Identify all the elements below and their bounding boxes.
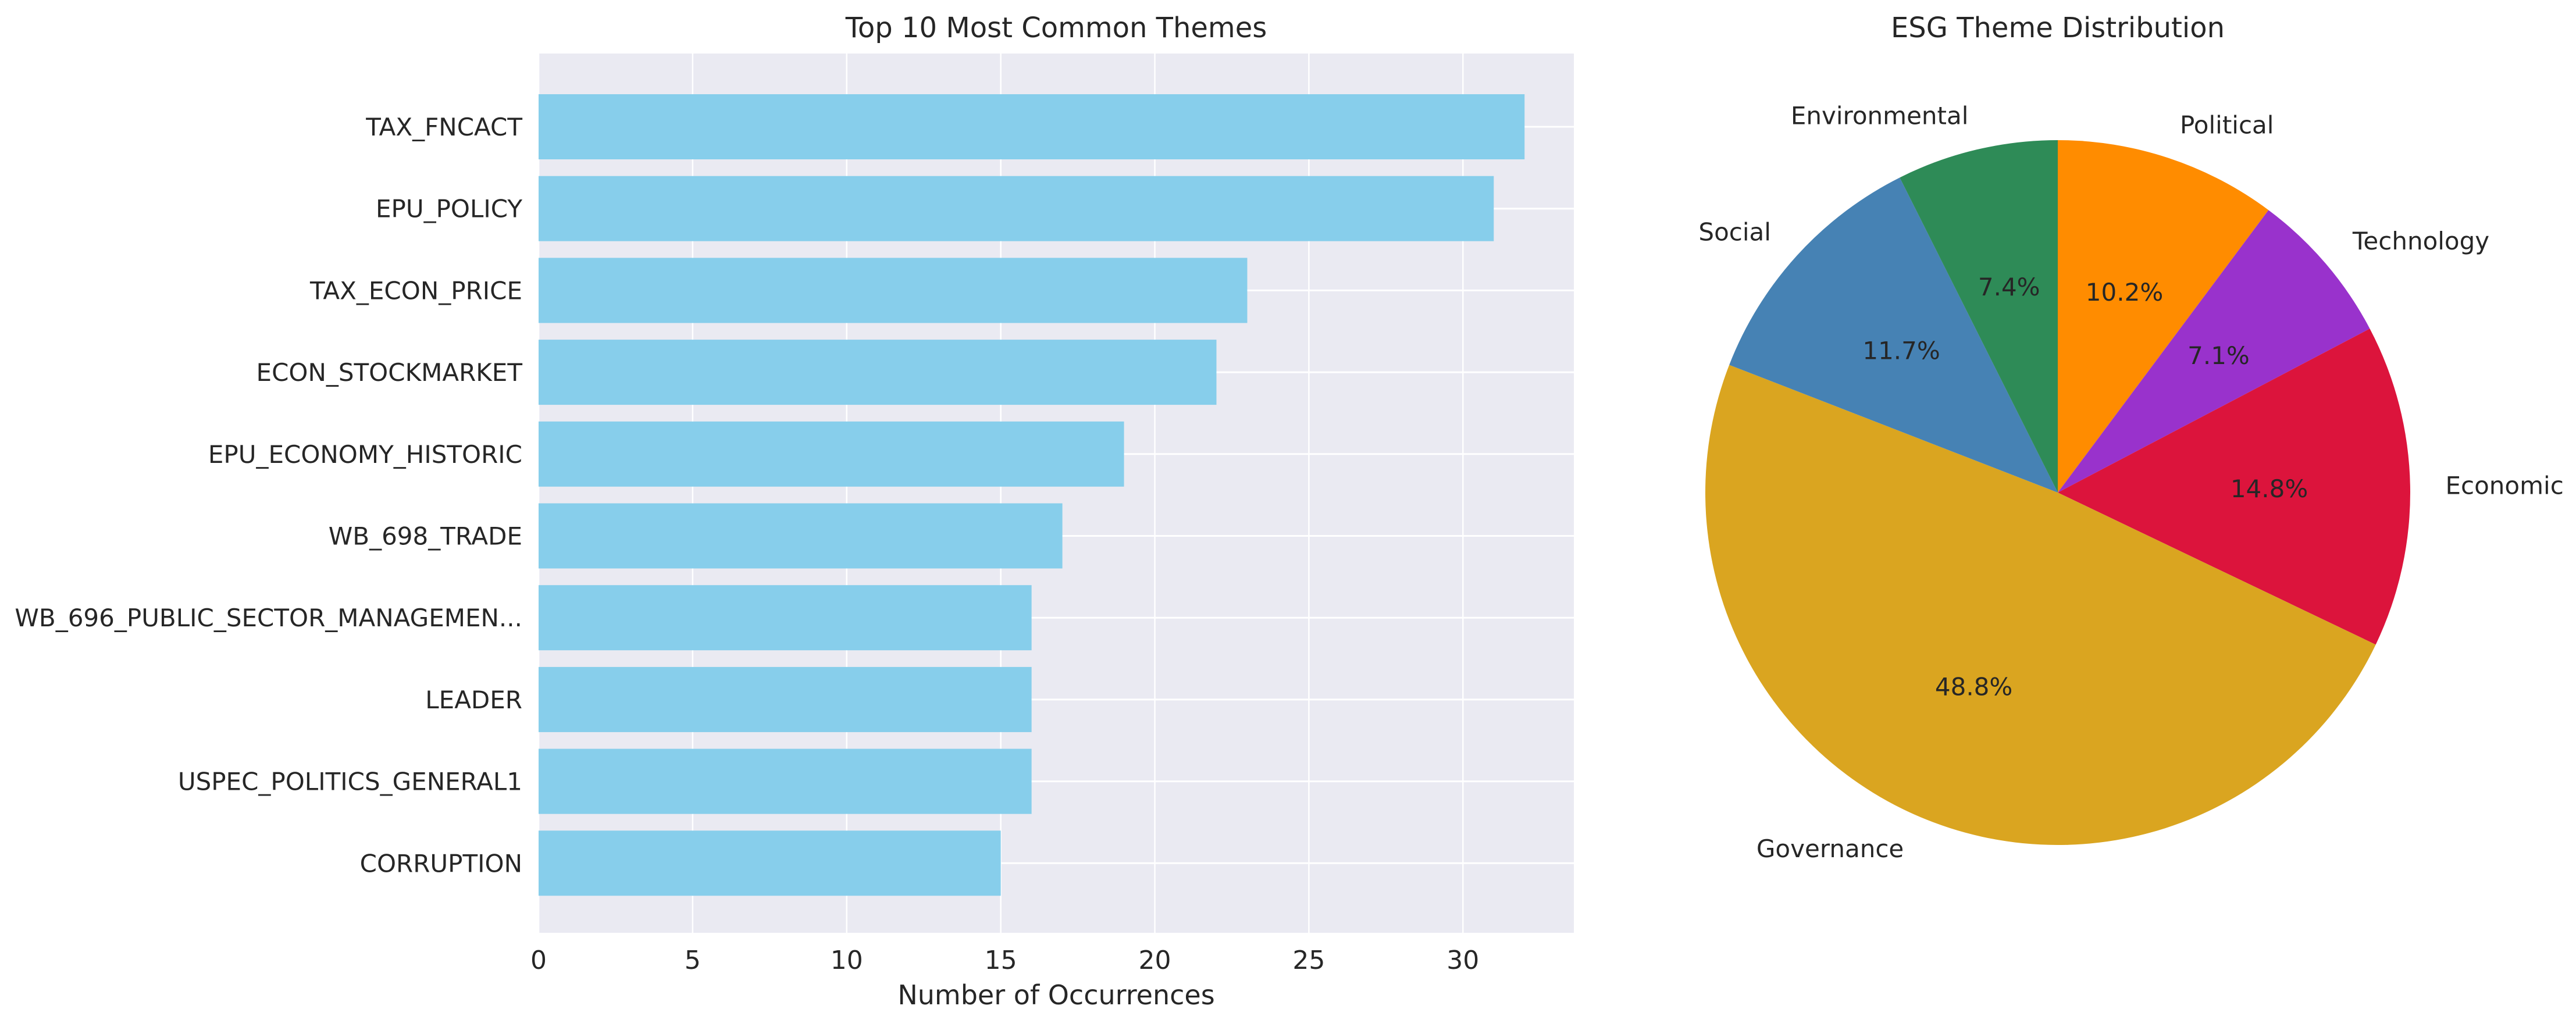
pie-percent-label: 14.8% <box>2231 475 2308 503</box>
pie-slice-label: Governance <box>1756 835 1904 863</box>
bar <box>539 748 1032 814</box>
bar-category-label: USPEC_POLITICS_GENERAL1 <box>178 768 522 796</box>
bar-x-tick-label: 0 <box>530 946 547 975</box>
pie-labels: Political 10.2% Technology 7.1% Economic 14.8… <box>1698 101 2563 862</box>
pie-slice-label: Political <box>2180 110 2274 139</box>
pie-slice <box>1705 365 2376 846</box>
bar-x-tick-labels: 0 5 10 15 20 25 30 <box>530 946 1479 975</box>
bar <box>539 421 1124 487</box>
bar-marks <box>539 94 1525 896</box>
bar-category-label: WB_696_PUBLIC_SECTOR_MANAGEMEN... <box>15 604 522 632</box>
bar <box>539 258 1248 323</box>
bar <box>539 176 1494 241</box>
bar-category-label: TAX_FNCACT <box>365 113 522 141</box>
bar-x-axis-label: Number of Occurrences <box>897 979 1214 1011</box>
bar-x-tick-label: 10 <box>831 946 863 975</box>
bar <box>539 503 1063 569</box>
bar-x-tick-label: 15 <box>985 946 1017 975</box>
bar <box>539 830 1001 896</box>
bar-category-label: EPU_ECONOMY_HISTORIC <box>208 440 522 469</box>
bar-category-label: CORRUPTION <box>360 849 522 878</box>
pie-percent-label: 7.1% <box>2187 341 2250 370</box>
pie-slice-label: Social <box>1698 217 1771 246</box>
pie-chart-panel: ESG Theme Distribution Political 10.2% Tec… <box>1698 12 2563 863</box>
pie-chart-title: ESG Theme Distribution <box>1891 12 2225 44</box>
bar-category-label: WB_698_TRADE <box>329 522 522 551</box>
pie-percent-label: 10.2% <box>2086 278 2163 306</box>
pie-slice-label: Technology <box>2352 227 2489 255</box>
pie-percent-label: 11.7% <box>1862 336 1940 365</box>
pie-slice-label: Environmental <box>1791 101 1969 130</box>
bar <box>539 94 1525 159</box>
pie-percent-label: 7.4% <box>1978 273 2040 301</box>
bar-category-label: EPU_POLICY <box>376 195 522 223</box>
pie-slice <box>1729 177 2058 493</box>
pie-slice <box>2058 210 2370 493</box>
bar-category-label: ECON_STOCKMARKET <box>256 358 523 387</box>
pie-slice <box>1900 140 2058 493</box>
bar-x-tick-label: 20 <box>1139 946 1171 975</box>
bar-x-tick-label: 5 <box>685 946 701 975</box>
bar-x-tick-label: 30 <box>1446 946 1479 975</box>
bar <box>539 340 1217 405</box>
pie-slices <box>1705 140 2411 846</box>
pie-slice <box>2058 140 2269 493</box>
bar-chart-panel: TAX_FNCACT EPU_POLICY TAX_ECON_PRICE ECON_S… <box>15 12 1574 1011</box>
bar-category-labels: TAX_FNCACT EPU_POLICY TAX_ECON_PRICE ECON_S… <box>15 113 522 878</box>
bar-x-tick-label: 25 <box>1292 946 1325 975</box>
pie-slice <box>2058 329 2411 645</box>
bar <box>539 585 1032 651</box>
bar-category-label: TAX_ECON_PRICE <box>309 276 522 305</box>
bar-category-label: LEADER <box>425 686 522 714</box>
pie-slice-label: Economic <box>2445 471 2563 500</box>
pie-percent-label: 48.8% <box>1935 673 2012 701</box>
bar <box>539 666 1032 732</box>
bar-chart-title: Top 10 Most Common Themes <box>845 12 1267 44</box>
